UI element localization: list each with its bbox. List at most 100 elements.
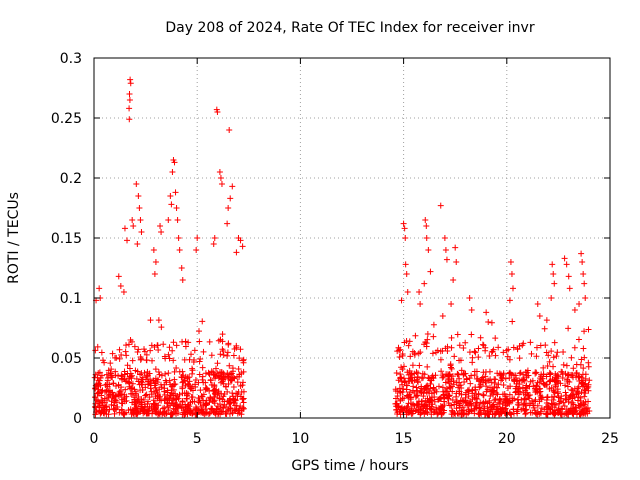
- data-point: [510, 372, 517, 379]
- data-point: [506, 356, 513, 363]
- data-point: [402, 235, 409, 241]
- data-point: [484, 386, 491, 393]
- data-point: [576, 410, 583, 417]
- x-tick-label: 10: [291, 431, 309, 447]
- data-point: [563, 362, 570, 369]
- data-point: [186, 378, 193, 385]
- data-point: [110, 380, 117, 387]
- data-point: [448, 334, 455, 341]
- data-point: [573, 369, 580, 376]
- data-point: [440, 391, 447, 398]
- data-point: [454, 370, 461, 377]
- data-point: [548, 348, 555, 355]
- data-point: [138, 229, 145, 235]
- data-point: [503, 396, 510, 403]
- data-point: [571, 307, 578, 313]
- data-point: [155, 368, 162, 375]
- data-point: [416, 362, 423, 369]
- data-point: [527, 339, 534, 346]
- data-point: [133, 375, 140, 382]
- data-point: [211, 400, 218, 407]
- data-point: [519, 384, 526, 391]
- data-point: [211, 386, 218, 393]
- data-point: [236, 355, 243, 362]
- data-point: [183, 395, 190, 402]
- data-point: [120, 289, 127, 295]
- data-point: [169, 383, 176, 390]
- data-point: [99, 402, 106, 409]
- data-point: [520, 377, 527, 384]
- data-point: [479, 379, 486, 386]
- axis-ticks: 0 5 10 15 20 25 0 0.05 0.1 0.15 0.2 0.25 0.3: [51, 51, 619, 447]
- data-point: [582, 371, 589, 378]
- data-point: [185, 339, 192, 346]
- data-point: [458, 407, 465, 414]
- data-point: [405, 342, 412, 349]
- data-point: [233, 344, 240, 351]
- data-point: [140, 410, 147, 417]
- data-point: [399, 366, 406, 373]
- data-point: [184, 374, 191, 381]
- data-point: [111, 354, 118, 361]
- data-point: [544, 363, 551, 370]
- data-point: [202, 401, 209, 408]
- data-point: [193, 406, 200, 413]
- data-point: [458, 367, 465, 374]
- data-point: [550, 271, 557, 277]
- data-point: [480, 392, 487, 399]
- data-point: [456, 388, 463, 395]
- data-point: [559, 371, 566, 378]
- data-point: [495, 381, 502, 388]
- data-point: [486, 353, 493, 360]
- data-point: [582, 380, 589, 387]
- data-point: [581, 328, 588, 335]
- data-point: [111, 406, 118, 413]
- data-point: [460, 344, 467, 351]
- data-point: [224, 370, 231, 377]
- data-point: [191, 347, 198, 354]
- data-point: [154, 389, 161, 396]
- data-point: [107, 360, 114, 367]
- data-point: [411, 350, 418, 357]
- data-point: [582, 390, 589, 397]
- data-point: [551, 339, 558, 346]
- data-point: [435, 396, 442, 403]
- data-point: [408, 407, 415, 414]
- data-point: [555, 406, 562, 413]
- data-point: [453, 405, 460, 412]
- data-point: [133, 181, 140, 187]
- data-point: [449, 396, 456, 403]
- data-point: [424, 405, 431, 412]
- data-point: [176, 247, 183, 253]
- data-point: [462, 339, 469, 346]
- data-point: [166, 344, 173, 351]
- data-point: [454, 331, 461, 338]
- data-point: [439, 372, 446, 379]
- data-point: [96, 377, 103, 384]
- data-point: [420, 403, 427, 410]
- x-axis-label: GPS time / hours: [291, 458, 408, 474]
- data-point: [189, 370, 196, 377]
- data-point: [122, 409, 129, 416]
- data-point: [151, 271, 158, 277]
- data-point: [580, 345, 587, 352]
- data-point: [557, 380, 564, 387]
- data-point: [574, 397, 581, 404]
- data-point: [445, 395, 452, 402]
- y-tick-label: 0.1: [60, 291, 82, 307]
- data-point: [195, 399, 202, 406]
- data-point: [417, 409, 424, 416]
- data-point: [155, 317, 162, 324]
- data-point: [399, 395, 406, 402]
- data-point: [550, 397, 557, 404]
- data-point: [196, 328, 203, 335]
- data-point: [413, 376, 420, 383]
- data-point: [98, 349, 105, 356]
- data-point: [179, 277, 186, 283]
- data-point: [509, 285, 516, 292]
- data-point: [232, 402, 239, 409]
- data-point: [514, 396, 521, 403]
- data-point: [452, 244, 459, 251]
- y-axis-label: ROTI / TECUs: [6, 192, 22, 284]
- data-point: [453, 259, 460, 265]
